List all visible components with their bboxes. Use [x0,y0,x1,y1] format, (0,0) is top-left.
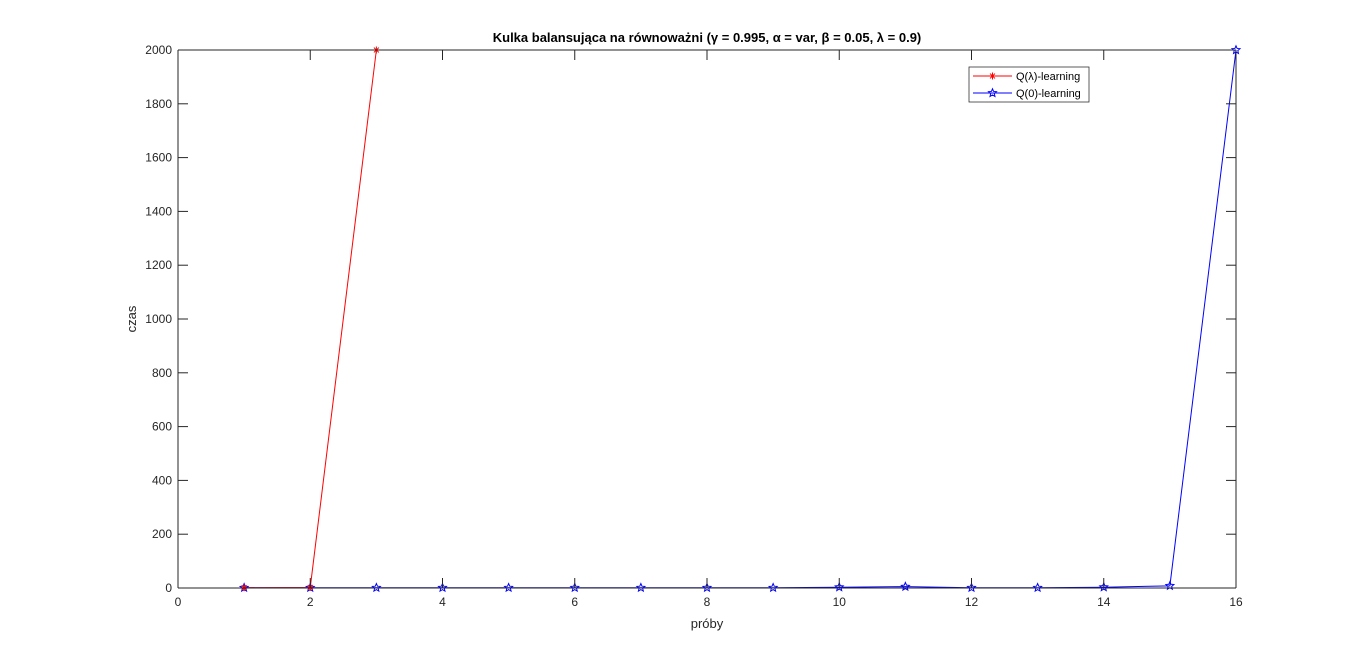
legend-marker-shape-0 [989,72,996,80]
series-1-point [1098,581,1109,592]
x-tick-label: 0 [175,595,182,609]
legend-marker-q-zero [987,87,998,98]
y-tick-label: 1600 [145,151,172,165]
legend-marker-shape-1 [987,87,998,98]
x-tick-label: 10 [833,595,847,609]
series-1-point [767,582,779,593]
series-1-point [569,582,580,593]
legend-label-q-zero: Q(0)-learning [1016,88,1081,100]
y-tick-label: 1000 [145,312,172,326]
y-tick-label: 1400 [145,204,172,218]
x-tick-label: 6 [571,595,578,609]
chart-title: Kulka balansująca na równoważni (γ = 0.9… [493,30,922,45]
x-tick-label: 8 [704,595,711,609]
y-tick-label: 200 [152,527,172,541]
x-tick-label: 12 [965,595,979,609]
series-1-point [503,582,514,593]
series-1-point [371,582,382,593]
x-tick-label: 4 [439,595,446,609]
y-tick-label: 0 [165,581,172,595]
legend-label-q-lambda: Q(λ)-learning [1016,71,1080,83]
series-1-point [1032,582,1043,593]
plot-area [178,50,1236,588]
y-tick-label: 400 [152,473,172,487]
y-tick-label: 600 [152,420,172,434]
y-tick-label: 1200 [145,258,172,272]
x-axis-label: próby [691,616,724,631]
legend-box [968,66,1090,103]
series-1-point [900,581,911,592]
series-1-point [834,581,845,592]
series-1-point [635,582,647,593]
series-1-point [966,582,977,593]
y-tick-label: 800 [152,366,172,380]
x-tick-label: 2 [307,595,314,609]
x-tick-label: 14 [1097,595,1111,609]
x-tick-label: 16 [1229,595,1243,609]
y-axis-label: czas [124,305,139,332]
series-1-point [701,582,713,593]
series-1-point [437,582,448,593]
legend-marker-q-lambda [989,72,996,80]
y-tick-label: 2000 [145,43,172,57]
axes: 0 2 4 6 8 10 12 14 16 0 200 400 600 800 1000 1200 1400 16… [145,43,1243,609]
legend: Q(λ)-learning Q(0)-learning [968,66,1090,103]
y-tick-label: 1800 [145,97,172,111]
